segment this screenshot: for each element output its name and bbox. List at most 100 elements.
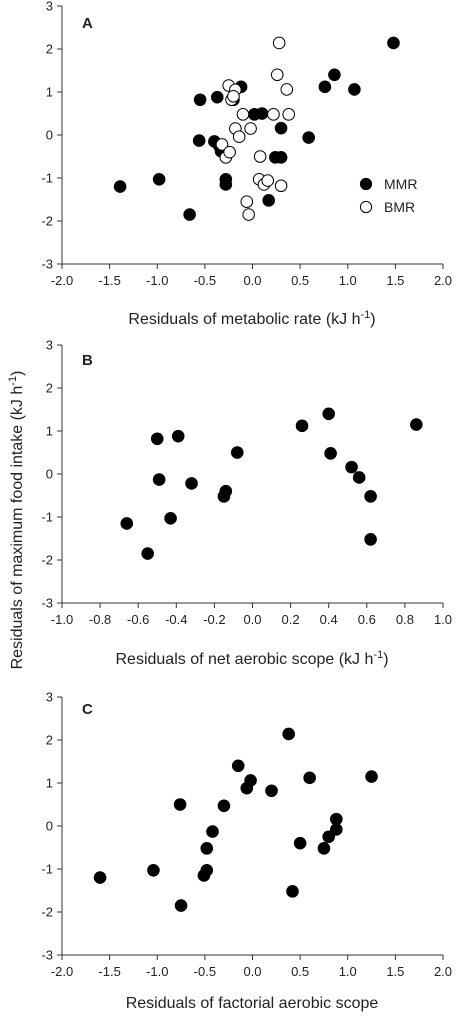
bmr-point [267, 108, 280, 121]
y-tick-label: -1 [41, 510, 53, 525]
series-point [317, 842, 331, 855]
legend-marker-bmr [359, 200, 373, 214]
data-points [113, 36, 400, 221]
mmr-point [348, 83, 361, 96]
x-ticks: -1.0 -0.8 -0.6 -0.4 -0.2 0.0 0.2 0.4 0.6 0.8 1.0 [51, 603, 452, 627]
series-point [164, 511, 177, 525]
x-tick-label: 0.4 [320, 612, 338, 627]
bmr-point [236, 108, 250, 121]
x-tick-label: 1.0 [339, 273, 357, 288]
x-tick-label: -0.5 [194, 964, 216, 979]
y-tick-label: 3 [46, 0, 53, 14]
series-point [93, 871, 107, 884]
x-tick-label: 0.6 [358, 612, 376, 627]
mmr-point [262, 194, 275, 207]
bmr-point [223, 145, 236, 159]
series-point [231, 759, 245, 773]
x-tick-label: -0.8 [89, 612, 111, 627]
legend-marker-mmr [359, 177, 373, 191]
series-point [185, 477, 198, 490]
bmr-point [282, 108, 295, 121]
legend-label-mmr: MMR [384, 176, 417, 192]
bmr-point [244, 122, 257, 135]
mmr-point [193, 93, 207, 107]
mmr-point [255, 107, 269, 120]
y-tick-label: -3 [41, 948, 53, 963]
series-point [322, 407, 336, 421]
series-point [200, 842, 214, 855]
y-tick-label: 0 [46, 819, 53, 834]
y-tick-label: -3 [41, 257, 53, 272]
x-tick-label: -0.2 [203, 612, 225, 627]
series-point [364, 533, 377, 546]
shared-y-axis-title: Residuals of maximum food intake (kJ h-1… [7, 371, 26, 670]
y-tick-label: 1 [46, 424, 53, 439]
x-tick-label: -0.5 [194, 273, 216, 288]
y-tick-label: -1 [41, 171, 53, 186]
x-ticks: -2.0 -1.5 -1.0 -0.5 0.0 0.5 1.0 1.5 2.0 [51, 264, 452, 288]
series-point [324, 447, 337, 460]
x-axis-title: Residuals of factorial aerobic scope [126, 995, 379, 1012]
series-point [293, 836, 307, 850]
mmr-point [302, 131, 315, 144]
mmr-point [318, 80, 332, 94]
mmr-point [152, 172, 166, 186]
series-point [173, 798, 187, 811]
y-tick-label: -2 [41, 553, 53, 568]
series-point [230, 446, 244, 459]
y-tick-label: -2 [41, 905, 53, 920]
x-tick-label: 1.0 [434, 612, 452, 627]
x-tick-label: 1.5 [386, 964, 404, 979]
x-tick-label: 2.0 [434, 964, 452, 979]
series-point [295, 419, 309, 433]
series-point [322, 830, 336, 844]
y-tick-label: -1 [41, 862, 53, 877]
legend: MMR BMR [359, 176, 417, 215]
y-tick-label: 2 [46, 42, 53, 57]
series-point [330, 823, 343, 836]
legend-label-bmr: BMR [384, 199, 415, 215]
mmr-point [274, 121, 288, 135]
mmr-point [274, 151, 288, 164]
series-point [265, 784, 278, 798]
x-tick-label: 0.0 [243, 612, 261, 627]
bmr-point [227, 90, 240, 103]
bmr-point [280, 83, 294, 96]
series-point [282, 727, 295, 741]
x-tick-label: 1.5 [386, 273, 404, 288]
x-axis-title: Residuals of metabolic rate (kJ h-1) [128, 309, 375, 328]
y-ticks: -3 -2 -1 0 1 2 3 [41, 690, 62, 963]
y-ticks: -3 -2 -1 0 1 2 3 [41, 0, 62, 272]
series-point [141, 547, 155, 560]
bmr-point [232, 130, 246, 144]
series-point [244, 774, 257, 787]
x-tick-label: 0.8 [396, 612, 414, 627]
series-point [171, 429, 185, 443]
y-tick-label: -3 [41, 596, 53, 611]
series-point [365, 770, 378, 783]
y-tick-label: 0 [46, 128, 53, 143]
series-point [200, 863, 214, 877]
panel-label: A [82, 15, 93, 32]
panel-label: C [82, 701, 93, 718]
series-point [206, 825, 219, 838]
series-point [286, 885, 299, 898]
mmr-point [210, 90, 224, 104]
series-point [217, 799, 231, 813]
series-point [303, 771, 316, 785]
y-tick-label: 2 [46, 733, 53, 748]
series-point [120, 517, 134, 530]
x-tick-label: 0.5 [291, 273, 309, 288]
mmr-point [387, 36, 400, 50]
x-tick-label: -1.0 [51, 612, 73, 627]
y-tick-label: -2 [41, 214, 53, 229]
x-tick-label: -1.5 [98, 964, 120, 979]
x-tick-label: 1.0 [339, 964, 357, 979]
x-axis-title: Residuals of net aerobic scope (kJ h-1) [115, 649, 388, 668]
x-tick-label: 0.2 [282, 612, 300, 627]
panel-label: B [82, 352, 93, 369]
bmr-point [274, 179, 288, 193]
series-point [345, 460, 358, 474]
x-tick-label: -0.4 [165, 612, 187, 627]
series-point [147, 863, 160, 877]
